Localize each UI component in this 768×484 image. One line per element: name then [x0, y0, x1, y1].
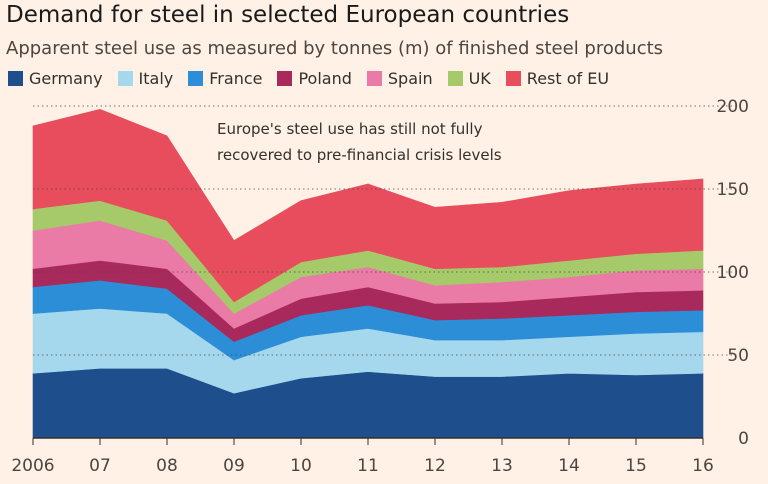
legend-item: Rest of EU — [505, 69, 610, 88]
x-tick-label: 2006 — [11, 456, 54, 476]
x-tick-label: 11 — [357, 456, 379, 476]
legend-label: Germany — [29, 69, 103, 88]
legend-item: Italy — [117, 69, 174, 88]
y-tick-label: 0 — [738, 429, 749, 449]
area-series — [32, 368, 704, 439]
legend-swatch — [505, 71, 521, 86]
legend-item: Germany — [8, 69, 103, 88]
legend-swatch — [188, 71, 204, 86]
y-tick-label: 200 — [717, 97, 749, 117]
x-tick-label: 16 — [692, 456, 714, 476]
legend-item: France — [188, 69, 262, 88]
legend-swatch — [277, 71, 293, 86]
chart-annotation: Europe's steel use has still not fully — [217, 120, 483, 138]
x-tick-label: 09 — [223, 456, 245, 476]
y-tick-label: 150 — [717, 180, 749, 200]
legend-label: Rest of EU — [526, 69, 610, 88]
chart-annotation: recovered to pre-financial crisis levels — [217, 146, 502, 164]
legend-item: UK — [447, 69, 491, 88]
x-tick-label: 13 — [491, 456, 513, 476]
chart-subtitle: Apparent steel use as measured by tonnes… — [6, 38, 664, 59]
x-tick-label: 14 — [558, 456, 580, 476]
legend-swatch — [8, 71, 23, 86]
y-tick-label: 50 — [727, 346, 749, 366]
x-tick-label: 08 — [156, 456, 178, 476]
legend-label: UK — [468, 69, 491, 88]
legend-label: Poland — [298, 69, 352, 88]
legend-item: Poland — [277, 69, 352, 88]
x-tick-label: 07 — [89, 456, 111, 476]
legend-swatch — [117, 71, 133, 86]
legend-label: France — [209, 69, 263, 88]
legend-swatch — [366, 71, 382, 86]
y-tick-label: 100 — [717, 263, 749, 283]
x-tick-label: 12 — [424, 456, 446, 476]
legend-swatch — [447, 71, 463, 86]
x-tick-label: 10 — [290, 456, 312, 476]
area-series — [32, 108, 704, 303]
chart-title: Demand for steel in selected European co… — [6, 2, 570, 28]
legend-label: Spain — [387, 69, 433, 88]
legend-label: Italy — [138, 69, 174, 88]
x-tick-label: 15 — [625, 456, 647, 476]
chart-legend: Germany Italy France Poland Spain UK Rest of E… — [8, 69, 609, 88]
legend-item: Spain — [366, 69, 433, 88]
